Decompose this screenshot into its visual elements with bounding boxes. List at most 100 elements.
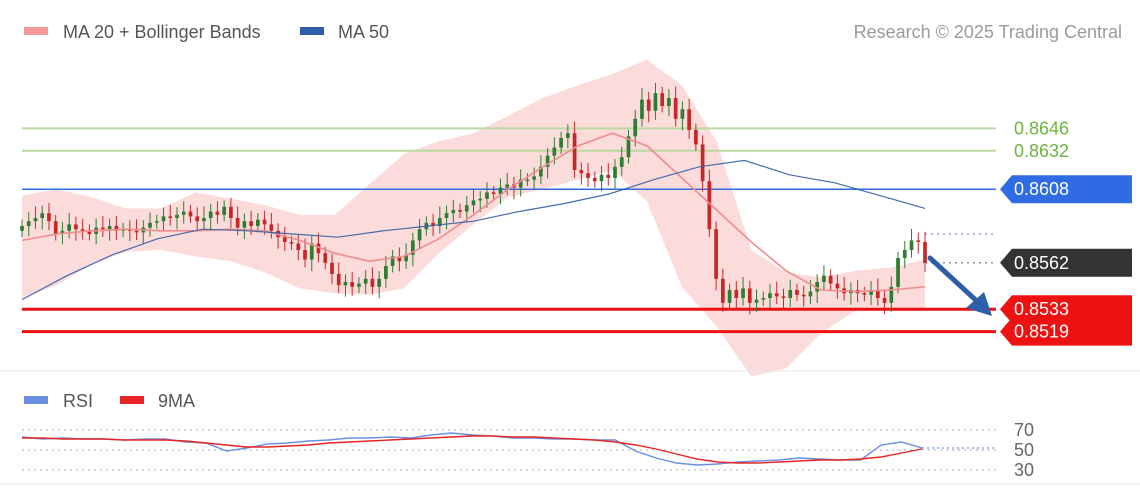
candle-body-69 xyxy=(485,192,489,199)
candle-body-9 xyxy=(80,229,85,231)
candle-body-55 xyxy=(390,256,395,266)
candle-body-42 xyxy=(303,250,307,260)
candle-body-83 xyxy=(579,170,584,174)
candle-body-12 xyxy=(101,227,105,230)
candle-body-44 xyxy=(316,243,321,254)
candle-body-109 xyxy=(754,299,759,303)
candle-body-115 xyxy=(795,290,799,295)
candle-body-84 xyxy=(586,173,590,178)
candle-body-33 xyxy=(242,221,247,228)
candle-body-110 xyxy=(761,298,766,300)
level-tag-3 xyxy=(1000,248,1132,277)
candle-body-76 xyxy=(532,176,537,180)
candle-body-103 xyxy=(714,229,718,279)
candle-body-81 xyxy=(565,133,570,138)
forecast-arrow xyxy=(927,255,992,316)
legend-label-ma50: MA 50 xyxy=(338,22,389,42)
candle-body-112 xyxy=(774,293,779,297)
candle-body-129 xyxy=(889,286,894,303)
candle-body-28 xyxy=(208,211,213,218)
candle-body-22 xyxy=(168,216,173,218)
candle-body-52 xyxy=(370,278,375,287)
candle-body-125 xyxy=(862,293,867,295)
ma20-line xyxy=(21,132,926,293)
candle-body-7 xyxy=(67,224,72,231)
candle-body-74 xyxy=(518,179,523,188)
candle-body-116 xyxy=(801,294,806,297)
candle-body-111 xyxy=(768,293,772,298)
candle-body-63 xyxy=(444,213,449,218)
level-tags: 0.8646 0.8632 0.8608 0.8562 0.8533 0.8519 xyxy=(1000,118,1132,346)
candle-body-0 xyxy=(20,226,24,231)
candle-body-114 xyxy=(788,290,793,298)
candle-body-59 xyxy=(417,229,422,241)
candle-body-97 xyxy=(673,98,678,119)
legend-label-ma20: MA 20 + Bollinger Bands xyxy=(63,22,261,42)
candle-body-104 xyxy=(720,278,725,303)
candle-body-113 xyxy=(781,296,786,298)
bollinger-band xyxy=(22,59,925,377)
candle-body-130 xyxy=(896,258,900,287)
candle-body-2 xyxy=(33,218,38,222)
candle-body-119 xyxy=(822,275,826,282)
candle-body-30 xyxy=(222,206,227,215)
candle-body-10 xyxy=(87,230,92,234)
candle-body-3 xyxy=(40,213,45,218)
candle-body-24 xyxy=(181,211,186,215)
candle-body-13 xyxy=(107,226,112,230)
candle-body-79 xyxy=(552,147,557,156)
candle-body-131 xyxy=(902,250,907,258)
rsi-line xyxy=(21,432,923,466)
candle-body-71 xyxy=(498,187,503,194)
candle-body-58 xyxy=(410,240,415,255)
candle-body-121 xyxy=(835,283,840,289)
legend-swatch-ma20 xyxy=(24,27,48,35)
candle-body-27 xyxy=(202,218,206,222)
candle-body-87 xyxy=(606,174,611,178)
candle-body-106 xyxy=(734,290,739,298)
candle-body-45 xyxy=(323,253,328,263)
candle-body-19 xyxy=(148,222,152,228)
candle-body-117 xyxy=(808,291,813,297)
candle-body-70 xyxy=(491,192,496,194)
legend-swatch-9ma xyxy=(120,396,144,404)
legend-label-rsi: RSI xyxy=(63,391,93,411)
level-label-5: 0.8519 xyxy=(1014,322,1069,342)
level-label-4: 0.8533 xyxy=(1014,299,1069,319)
candle-body-88 xyxy=(613,166,617,178)
candle-body-14 xyxy=(114,226,119,231)
level-tag-5 xyxy=(1000,317,1132,346)
candle-body-65 xyxy=(458,210,462,212)
candle-body-67 xyxy=(471,200,476,206)
candle-body-62 xyxy=(437,218,442,226)
candle-body-77 xyxy=(539,166,543,177)
candle-body-94 xyxy=(653,93,658,111)
candle-body-6 xyxy=(60,230,65,234)
candle-body-108 xyxy=(747,288,752,303)
rsi-tick-2: 30 xyxy=(1014,460,1034,480)
candle-body-126 xyxy=(869,290,873,295)
candle-body-82 xyxy=(572,133,577,170)
candle-body-31 xyxy=(229,206,233,218)
candle-body-54 xyxy=(384,266,388,279)
candle-body-47 xyxy=(336,274,341,286)
candle-body-85 xyxy=(592,178,597,182)
candle-body-39 xyxy=(282,237,287,242)
candle-body-17 xyxy=(134,230,139,233)
candle-body-51 xyxy=(363,278,368,284)
candle-body-93 xyxy=(646,99,651,111)
level-tag-2 xyxy=(1000,175,1132,204)
price-chart: 0.8646 0.8632 0.8608 0.8562 0.8533 0.8519 xyxy=(20,59,1132,377)
level-label-0: 0.8646 xyxy=(1014,118,1069,138)
candle-body-98 xyxy=(680,109,685,119)
candle-body-46 xyxy=(330,262,334,274)
candle-body-66 xyxy=(464,205,469,212)
candle-body-37 xyxy=(269,224,274,231)
candle-body-89 xyxy=(619,157,624,167)
candle-body-29 xyxy=(215,211,220,215)
candle-body-48 xyxy=(343,282,348,286)
candle-body-40 xyxy=(289,242,294,244)
candle-body-105 xyxy=(727,290,732,303)
